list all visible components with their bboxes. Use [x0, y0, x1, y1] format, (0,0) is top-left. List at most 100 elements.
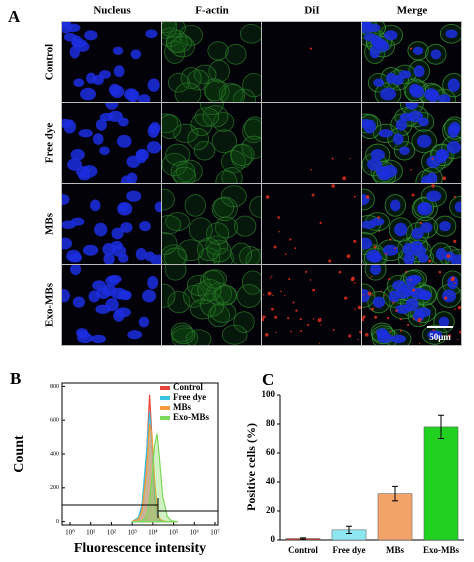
nucleus [118, 202, 129, 213]
dil-spot [411, 193, 415, 197]
f-actin-cell [174, 82, 202, 102]
nucleus [105, 103, 119, 110]
dil-spot [419, 221, 422, 225]
panel-label: C [262, 370, 274, 389]
nucleus [373, 78, 385, 88]
nucleus [399, 112, 414, 122]
nucleus [102, 243, 116, 256]
dil-spot [319, 221, 322, 225]
dil-spot [310, 168, 313, 171]
micrograph [62, 103, 161, 183]
micrograph [162, 184, 261, 264]
f-actin-cell [202, 105, 229, 128]
dil-spot [299, 318, 302, 321]
x-tick-label: Free dye [332, 545, 365, 555]
nucleus [138, 94, 151, 102]
x-tick-label: 10⁶ [190, 529, 200, 537]
nucleus [126, 155, 141, 168]
f-actin-cell [163, 247, 188, 264]
y-tick-label: 80 [266, 418, 276, 428]
y-tick-label: 200 [50, 485, 59, 491]
dil-spot [372, 294, 374, 297]
nucleus [62, 194, 70, 205]
nucleus [365, 23, 381, 33]
nucleus [392, 280, 406, 291]
nucleus [454, 201, 461, 213]
dil-spot [409, 47, 413, 50]
legend-label: MBs [173, 402, 191, 412]
micrograph [262, 184, 361, 264]
micrograph [162, 265, 261, 345]
dil-spot [318, 342, 321, 344]
dil-spot [294, 247, 297, 250]
micrograph [162, 22, 261, 102]
nucleus [135, 247, 147, 261]
legend-swatch [160, 386, 170, 390]
nucleus [75, 41, 90, 52]
dil-spot [417, 318, 422, 323]
dil-spot [309, 279, 312, 281]
legend-label: Control [173, 382, 203, 392]
dil-spot [389, 238, 392, 241]
dil-spot [280, 290, 283, 293]
dil-spot [269, 277, 272, 279]
micrograph [362, 103, 461, 183]
nucleus [103, 252, 115, 264]
nucleus [116, 134, 132, 148]
y-tick-label: 100 [262, 389, 276, 399]
dil-spot [390, 330, 392, 333]
dil-spot [288, 278, 291, 281]
x-tick-label: 10⁵ [169, 529, 179, 537]
nucleus [113, 65, 125, 78]
nucleus [108, 274, 122, 284]
nucleus [382, 244, 399, 256]
nucleus [402, 284, 417, 296]
nucleus [86, 72, 97, 84]
nucleus [386, 72, 397, 84]
nucleus [438, 316, 450, 328]
nucleus [408, 83, 421, 96]
dil-spot [365, 195, 370, 199]
nucleus [138, 316, 150, 328]
nucleus [412, 46, 424, 55]
dil-spot [457, 338, 459, 340]
nucleus [378, 172, 391, 181]
f-actin-cell [233, 311, 255, 333]
x-tick-label: 10⁷ [210, 529, 220, 537]
f-actin-cell [242, 118, 261, 144]
nucleus [363, 119, 377, 134]
dil-spot [292, 301, 295, 304]
nucleus [426, 190, 442, 202]
nucleus [388, 290, 400, 303]
f-actin-cell [187, 127, 209, 151]
dil-spot [275, 332, 277, 334]
f-actin-cell [241, 135, 261, 159]
dil-spot [384, 253, 387, 256]
nucleus [70, 149, 85, 161]
f-actin-cell [233, 215, 257, 237]
dil-spot [349, 157, 351, 160]
nucleus [413, 65, 425, 78]
f-actin-cell [244, 116, 261, 140]
f-actin-cell [211, 196, 238, 222]
f-actin-cell [162, 113, 179, 134]
nucleus [403, 252, 415, 264]
dil-spot [457, 305, 461, 310]
nucleus [430, 49, 442, 60]
nucleus [405, 298, 419, 312]
nucleus [411, 227, 424, 240]
f-actin-cell [203, 78, 227, 102]
f-actin-cell [193, 140, 216, 161]
nucleus [446, 141, 461, 154]
nucleus [115, 307, 131, 318]
f-actin-cell [214, 285, 237, 306]
nucleus [442, 289, 457, 303]
nucleus [130, 49, 142, 60]
nucleus [92, 280, 106, 291]
nucleus [62, 220, 76, 230]
dil-spot [265, 195, 270, 199]
f-actin-cell [225, 43, 247, 65]
dil-spot [412, 288, 416, 292]
dil-spot [373, 245, 377, 249]
dil-spot [377, 216, 380, 219]
